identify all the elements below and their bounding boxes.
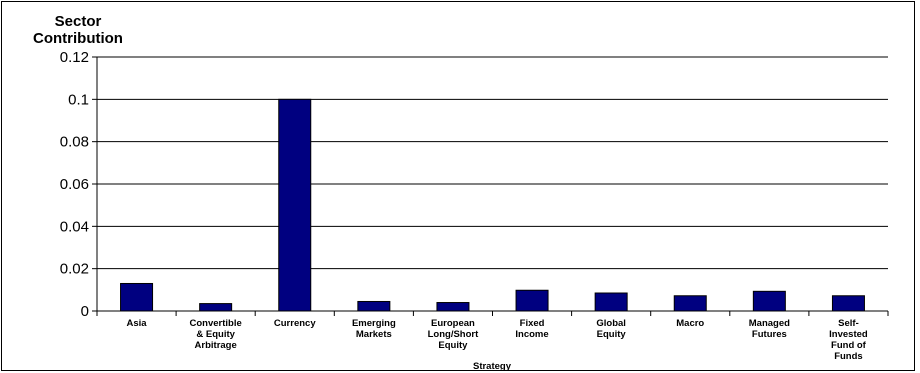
y-tick-label: 0.02 [60,261,89,278]
y-tick-label: 0.04 [60,218,89,235]
x-tick-label: Invested [829,329,868,340]
bar [594,292,628,312]
x-tick-label: Fixed [520,318,545,329]
bar [515,289,549,312]
y-tick-labels: 0 0.02 0.04 0.06 0.08 0.1 0.12 [60,49,89,320]
axes [92,56,889,316]
bar [436,302,470,312]
x-tick-label: Self- [838,318,859,329]
gridlines [97,56,888,270]
x-tick-label: Currency [274,318,316,329]
y-axis-title-line-2: Contribution [33,30,123,47]
bar [752,290,786,312]
x-tick-label: Global [596,318,626,329]
x-tick-label: Emerging [352,318,396,329]
x-tick-label: & Equity [196,329,235,340]
x-tick-label: Equity [438,340,468,351]
x-tick-label: Income [515,329,548,340]
x-tick-label: Funds [834,351,863,362]
bar [831,295,865,312]
y-axis-title-line-1: Sector [55,13,102,30]
bar [357,300,391,312]
bar [120,282,154,312]
bars [120,98,865,312]
x-tick-label: Markets [356,329,392,340]
x-tick-label: Convertible [190,318,242,329]
x-tick-label: Macro [676,318,704,329]
bar [673,295,707,312]
x-tick-label: European [431,318,475,329]
y-tick-label: 0.06 [60,176,89,193]
y-tick-label: 0 [81,303,89,320]
bar [199,303,233,312]
y-tick-label: 0.12 [60,49,89,66]
y-tick-label: 0.1 [68,91,89,108]
x-tick-label: Equity [597,329,627,340]
x-tick-label: Fund of [831,340,867,351]
x-tick-label: Asia [127,318,148,329]
bar [278,98,312,312]
y-tick-label: 0.08 [60,134,89,151]
x-axis-title: Strategy [473,361,512,372]
x-tick-label: Managed [749,318,790,329]
x-tick-label: Futures [752,329,787,340]
x-tick-label: Arbitrage [195,340,237,351]
x-tick-label: Long/Short [428,329,479,340]
